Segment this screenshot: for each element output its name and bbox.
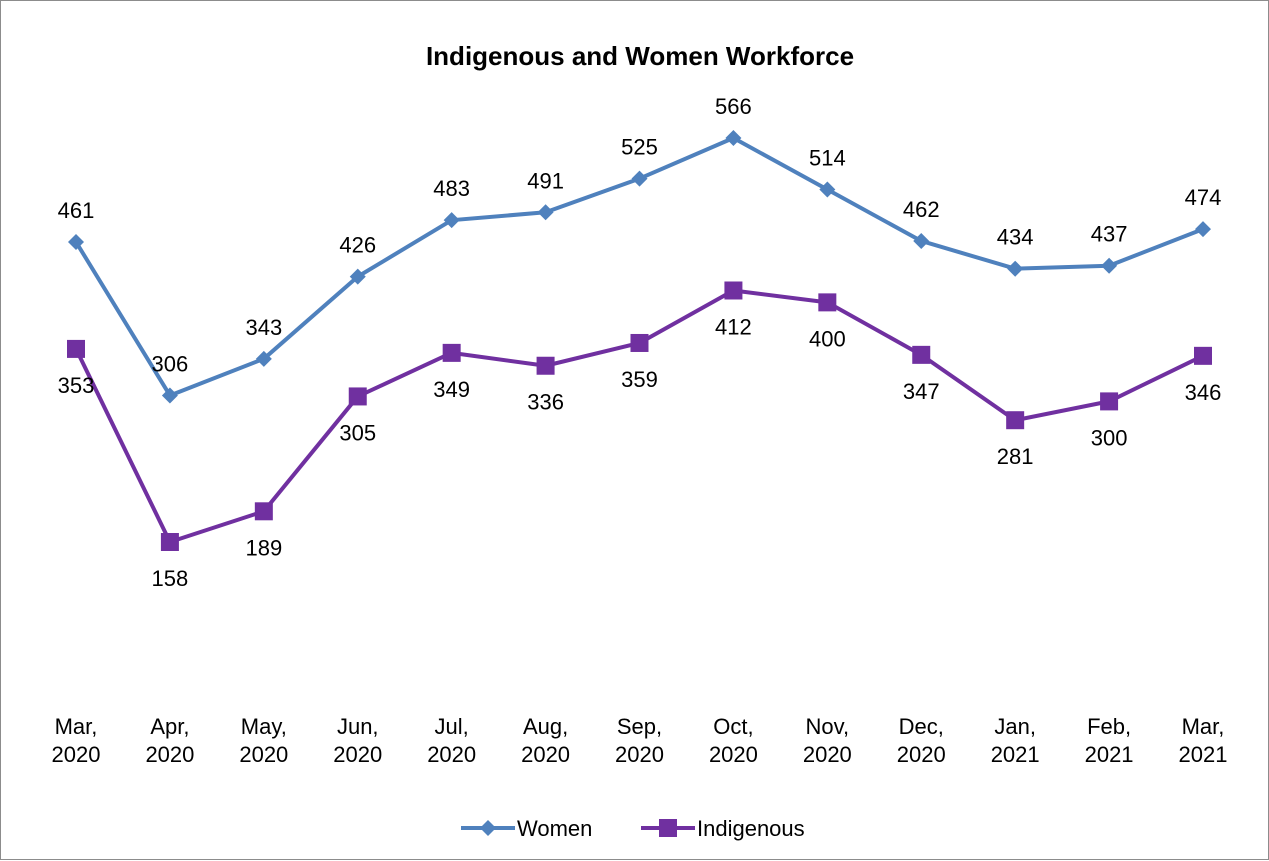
x-tick-label: Oct, 2020 — [709, 714, 758, 767]
data-label-indigenous: 346 — [1185, 380, 1222, 405]
data-point-women — [161, 387, 178, 404]
x-tick-label: Apr, 2020 — [145, 714, 194, 767]
data-label-women: 437 — [1091, 222, 1128, 247]
data-point-indigenous — [818, 293, 837, 312]
data-label-indigenous: 189 — [245, 535, 282, 560]
label-layer: 461 306 343 426 483 491 525 566 514 462 434 437 474 3… — [58, 94, 1222, 591]
x-tick-label: Nov, 2020 — [803, 714, 852, 767]
data-point-indigenous — [67, 339, 85, 358]
x-axis: Mar, 2020 Apr, 2020 May, 2020 Jun, 2020 Jul, 2020… — [52, 714, 1228, 767]
data-point-women — [725, 130, 742, 146]
data-label-women: 461 — [58, 198, 95, 223]
data-point-women — [349, 268, 366, 285]
data-label-indigenous: 336 — [527, 390, 564, 415]
data-point-women — [631, 170, 648, 187]
x-tick-label: Jul, 2020 — [427, 714, 476, 767]
data-label-women: 343 — [245, 315, 282, 340]
series-indigenous — [67, 281, 1212, 551]
data-point-women — [819, 181, 836, 198]
data-label-women: 566 — [715, 94, 752, 119]
legend-item-indigenous: Indigenous — [641, 816, 805, 841]
data-label-indigenous: 412 — [715, 314, 752, 339]
data-point-women — [1101, 257, 1118, 274]
data-label-women: 434 — [997, 225, 1034, 250]
data-point-women — [1195, 221, 1211, 238]
data-point-women — [443, 212, 460, 229]
data-point-women — [1007, 260, 1024, 277]
data-label-women: 474 — [1185, 185, 1222, 210]
data-label-women: 491 — [527, 168, 564, 193]
data-label-indigenous: 349 — [433, 377, 470, 402]
x-tick-label: Mar, 2020 — [52, 714, 101, 767]
data-label-women: 306 — [152, 351, 189, 376]
data-label-women: 514 — [809, 145, 846, 170]
data-label-women: 525 — [621, 135, 658, 160]
legend-marker-women — [480, 820, 496, 836]
series-women — [68, 130, 1211, 404]
x-tick-label: Feb, 2021 — [1085, 714, 1134, 767]
data-point-women — [255, 350, 272, 367]
data-label-indigenous: 300 — [1091, 425, 1128, 450]
data-label-indigenous: 305 — [339, 420, 376, 445]
data-point-indigenous — [630, 333, 649, 352]
data-label-indigenous: 347 — [903, 379, 940, 404]
x-tick-label: Mar, 2021 — [1179, 714, 1228, 767]
data-label-women: 462 — [903, 197, 940, 222]
data-point-indigenous — [1100, 392, 1119, 411]
data-point-indigenous — [536, 356, 555, 375]
x-tick-label: Aug, 2020 — [521, 714, 570, 767]
x-tick-label: May, 2020 — [239, 714, 288, 767]
data-point-indigenous — [348, 387, 367, 406]
data-label-women: 426 — [339, 233, 376, 258]
data-point-indigenous — [1194, 346, 1212, 365]
data-label-indigenous: 400 — [809, 326, 846, 351]
x-tick-label: Sep, 2020 — [615, 714, 664, 767]
data-point-indigenous — [442, 343, 461, 362]
legend-item-women: Women — [461, 816, 592, 841]
data-label-indigenous: 158 — [152, 566, 189, 591]
legend-label-indigenous: Indigenous — [697, 816, 805, 841]
legend-marker-indigenous — [659, 819, 677, 837]
data-point-women — [913, 232, 930, 249]
legend: Women Indigenous — [461, 816, 805, 841]
series-layer — [67, 130, 1212, 551]
x-tick-label: Jan, 2021 — [991, 714, 1040, 767]
chart-title: Indigenous and Women Workforce — [426, 41, 854, 71]
data-point-indigenous — [254, 502, 273, 521]
x-tick-label: Jun, 2020 — [333, 714, 382, 767]
x-tick-label: Dec, 2020 — [897, 714, 946, 767]
legend-label-women: Women — [517, 816, 592, 841]
data-point-indigenous — [724, 281, 743, 300]
data-point-indigenous — [1006, 411, 1025, 430]
data-label-women: 483 — [433, 176, 470, 201]
data-label-indigenous: 353 — [58, 373, 95, 398]
data-label-indigenous: 281 — [997, 444, 1034, 469]
data-point-indigenous — [160, 533, 179, 551]
data-point-indigenous — [912, 345, 931, 364]
data-point-women — [68, 233, 84, 250]
data-point-women — [537, 204, 554, 221]
data-label-indigenous: 359 — [621, 367, 658, 392]
